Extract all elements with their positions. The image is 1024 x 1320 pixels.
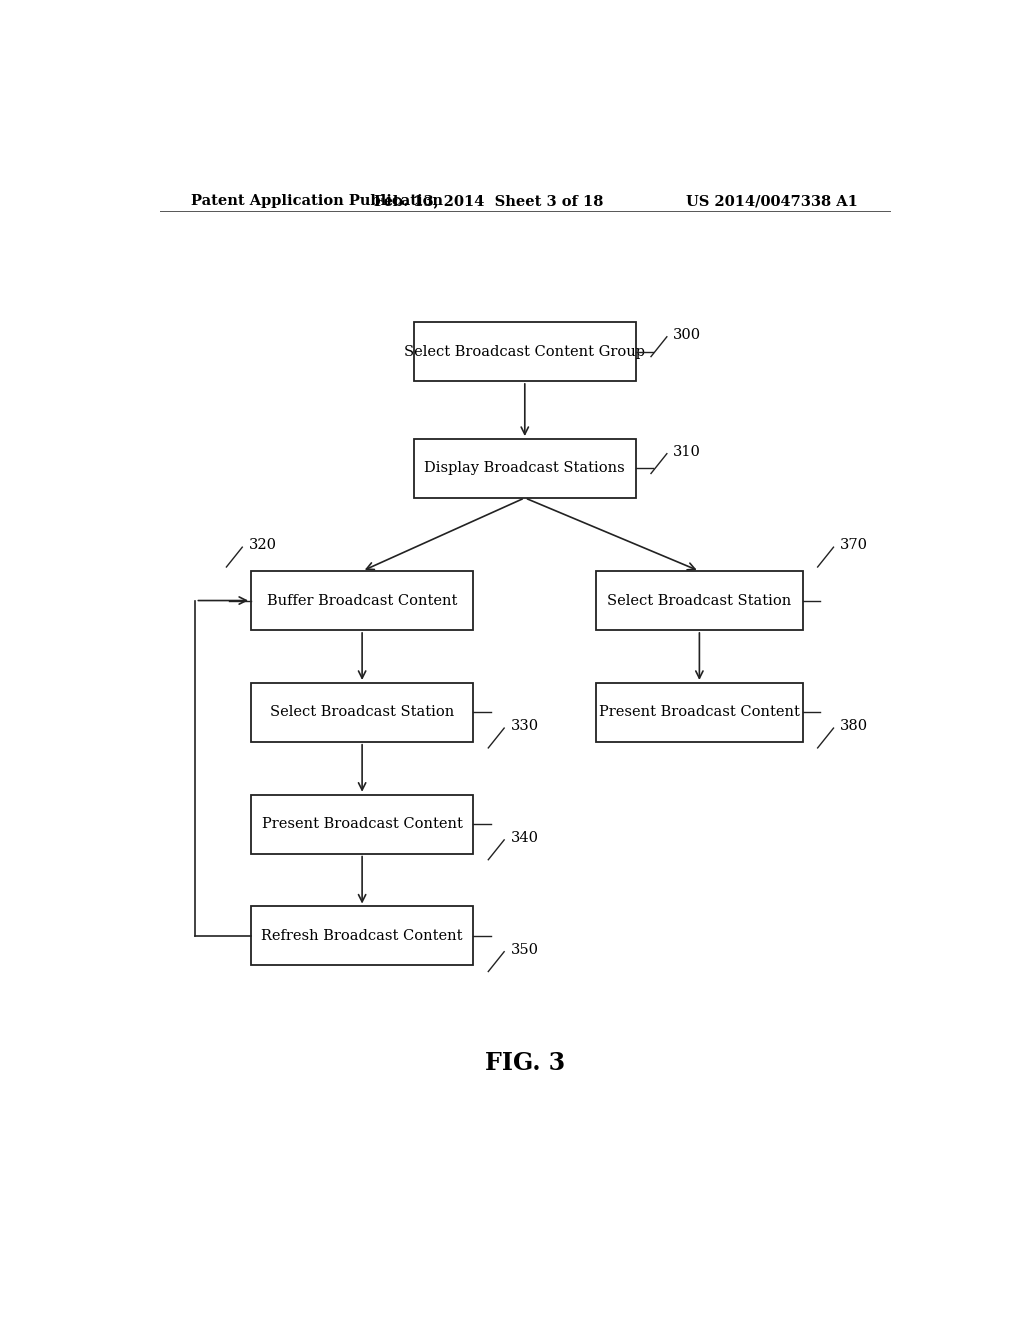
Text: Display Broadcast Stations: Display Broadcast Stations [424, 462, 626, 475]
Text: 370: 370 [840, 539, 868, 552]
FancyBboxPatch shape [251, 682, 473, 742]
Text: 310: 310 [673, 445, 701, 458]
FancyBboxPatch shape [596, 572, 803, 630]
Text: Select Broadcast Station: Select Broadcast Station [270, 705, 455, 719]
Text: 340: 340 [511, 830, 539, 845]
Text: 380: 380 [840, 719, 868, 733]
Text: US 2014/0047338 A1: US 2014/0047338 A1 [686, 194, 858, 209]
Text: Patent Application Publication: Patent Application Publication [191, 194, 443, 209]
FancyBboxPatch shape [414, 322, 636, 381]
FancyBboxPatch shape [251, 907, 473, 965]
Text: 300: 300 [673, 327, 701, 342]
Text: Present Broadcast Content: Present Broadcast Content [599, 705, 800, 719]
Text: Feb. 13, 2014  Sheet 3 of 18: Feb. 13, 2014 Sheet 3 of 18 [375, 194, 604, 209]
Text: 350: 350 [511, 942, 539, 957]
Text: Present Broadcast Content: Present Broadcast Content [262, 817, 463, 832]
Text: 320: 320 [249, 539, 276, 552]
Text: Select Broadcast Station: Select Broadcast Station [607, 594, 792, 607]
Text: Refresh Broadcast Content: Refresh Broadcast Content [261, 929, 463, 942]
FancyBboxPatch shape [414, 440, 636, 498]
Text: FIG. 3: FIG. 3 [484, 1051, 565, 1074]
FancyBboxPatch shape [251, 795, 473, 854]
Text: Buffer Broadcast Content: Buffer Broadcast Content [267, 594, 458, 607]
FancyBboxPatch shape [596, 682, 803, 742]
Text: Select Broadcast Content Group: Select Broadcast Content Group [404, 345, 645, 359]
Text: 330: 330 [511, 719, 539, 733]
FancyBboxPatch shape [251, 572, 473, 630]
